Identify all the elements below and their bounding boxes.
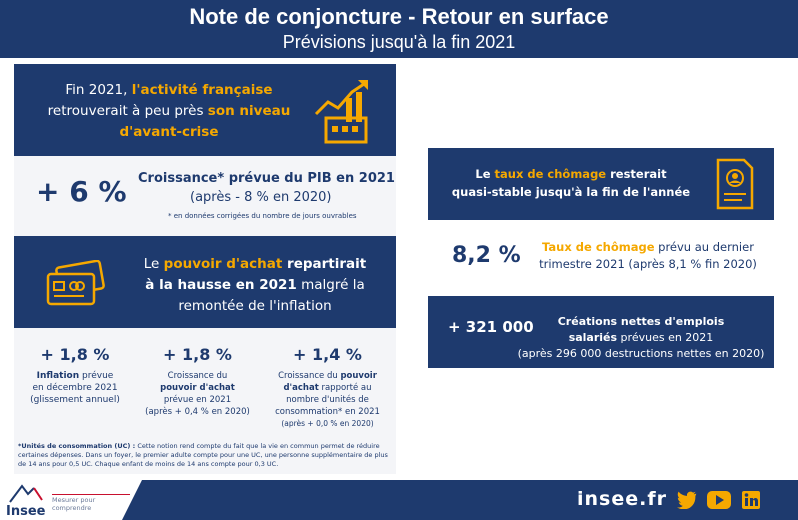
unemployment-label: Taux de chômage prévu au dernier trimest… [539,240,757,271]
footer-bar: insee.fr [122,480,798,520]
gdp-note: * en données corrigées du nombre de jour… [168,212,357,220]
gdp-value: + 6 % [36,175,127,208]
page-title: Note de conjoncture - Retour en surface [189,4,609,29]
youtube-icon[interactable] [707,491,731,509]
gdp-sub: (après - 8 % en 2020) [190,190,332,205]
page-subtitle: Prévisions jusqu'à la fin 2021 [282,32,516,52]
stat-purchasing-uc: + 1,4 % Croissance du pouvoir d'achat ra… [275,345,380,428]
factory-growth-icon [314,80,368,144]
unemployment-value: 8,2 % [452,243,521,268]
stat-inflation: + 1,8 % Inflation prévue en décembre 202… [30,345,120,405]
gdp-label: Croissance* prévue du PIB en 2021 [138,171,395,186]
header: Note de conjoncture - Retour en surface … [0,0,798,58]
insee-logo-icon [9,484,43,503]
insee-tagline: Mesurer pour comprendre [52,494,130,512]
credit-card-icon [46,260,105,306]
linkedin-icon[interactable] [742,491,760,509]
twitter-icon[interactable] [677,491,697,509]
footer-logo-area: Insee Mesurer pour comprendre [0,480,130,520]
activity-box: Fin 2021, l'activité française retrouver… [14,64,396,156]
insee-logo-text: Insee [6,504,46,519]
site-link[interactable]: insee.fr [577,488,667,510]
uc-note: *Unités de consommation (UC) : Cette not… [18,442,388,468]
resume-document-icon [716,158,754,210]
jobs-value: + 321 000 [448,318,534,336]
jobs-box: + 321 000 Créations nettes d'emplois sal… [428,296,774,368]
purchasing-power-box: Le pouvoir d'achat repartirait à la haus… [14,236,396,328]
unemployment-box: Le taux de chômage resterait quasi-stabl… [428,148,774,220]
stat-purchasing-growth: + 1,8 % Croissance du pouvoir d'achat pr… [145,345,250,417]
